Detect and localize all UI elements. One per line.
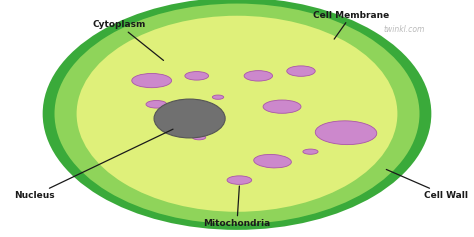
Ellipse shape (212, 95, 224, 99)
Ellipse shape (154, 99, 225, 138)
Ellipse shape (77, 16, 397, 212)
Text: Cell Wall: Cell Wall (386, 169, 468, 200)
Ellipse shape (146, 100, 167, 108)
Text: Mitochondria: Mitochondria (203, 186, 271, 228)
Ellipse shape (227, 176, 252, 184)
Ellipse shape (43, 0, 431, 230)
Ellipse shape (303, 149, 318, 154)
Ellipse shape (55, 4, 419, 224)
Ellipse shape (244, 71, 273, 81)
Ellipse shape (254, 155, 292, 168)
Ellipse shape (263, 100, 301, 113)
Text: Cytoplasm: Cytoplasm (92, 20, 164, 60)
Text: Cell Membrane: Cell Membrane (313, 11, 389, 39)
Text: twinkl.com: twinkl.com (384, 25, 425, 34)
Ellipse shape (132, 73, 172, 88)
Ellipse shape (185, 72, 209, 80)
Ellipse shape (315, 121, 377, 145)
Ellipse shape (287, 66, 315, 76)
Ellipse shape (192, 135, 206, 140)
Text: Nucleus: Nucleus (14, 129, 173, 200)
